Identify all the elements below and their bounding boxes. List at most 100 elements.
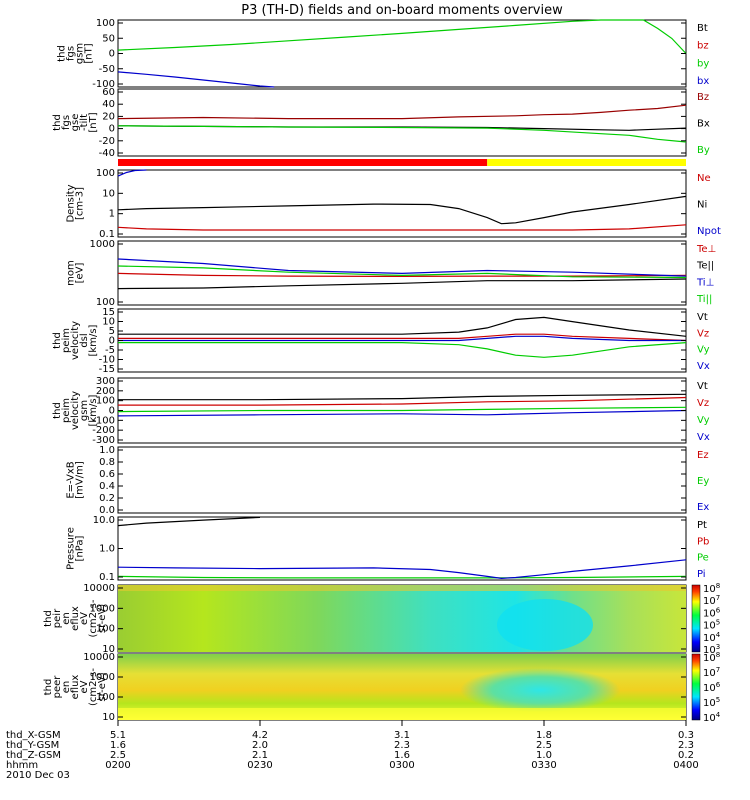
fgs_gse-legend-Bz: Bz: [697, 92, 709, 103]
pressure-legend-Pi: Pi: [697, 569, 706, 580]
fgs_gse-series-Bz: [117, 104, 687, 120]
exb-ytick-label: 0.6: [99, 469, 115, 480]
temperature-series-Ti⊥: [117, 258, 687, 277]
density-ytick-label: 0.1: [99, 229, 115, 240]
exb-ylabel-line: E=-VxB: [66, 461, 77, 498]
velocity_dsl-legend-Vy: Vy: [697, 345, 710, 356]
density-series-Ne: [117, 224, 687, 231]
exb-legend-Ey: Ey: [697, 476, 709, 487]
pressure-series-Pt: [117, 516, 261, 527]
colorbar-exponent: 3: [716, 643, 720, 651]
colorbar-exponent: 6: [716, 681, 721, 689]
exb-ytick-label: 0.4: [99, 481, 115, 492]
temperature-ylabel-line: mom: [66, 260, 77, 286]
pressure-legend-Pe: Pe: [697, 553, 709, 564]
xaxis-value: 0300: [389, 760, 414, 771]
exb-ytick-label: 1.0: [99, 445, 115, 456]
temperature-series-Te||: [117, 278, 687, 290]
fgs_gsm-ytick-label: -50: [99, 64, 115, 75]
xaxis-value: 3.1: [394, 730, 410, 741]
velocity_gsm-ytick-label: 300: [96, 376, 115, 387]
colorbar-exponent: 5: [716, 696, 720, 704]
pressure-ylabel-line: [nPa]: [75, 535, 86, 561]
elec_spec-ytick-label: 1000: [90, 672, 115, 683]
velocity_dsl-ytick-label: 10: [102, 317, 115, 328]
ion_spec-colorbar-label: 104: [703, 631, 721, 644]
elec_spec-ylabel-line: (cm2-s-: [88, 668, 99, 706]
velocity_dsl-ytick-label: -15: [99, 364, 115, 375]
fgs_gsm-legend-Bt: Bt: [697, 23, 708, 34]
fgs_gse-legend-Bx: Bx: [697, 119, 710, 130]
ion-colorbar: [691, 584, 701, 653]
fgs_gsm-ytick-label: 100: [96, 18, 115, 29]
elec_spec-colorbar-label: 104: [703, 711, 721, 724]
exb-legend-Ex: Ex: [697, 502, 709, 513]
axes-layer: 100500-50-100thdfgsgsm[nT]6040200-20-40t…: [43, 18, 686, 723]
pressure-series-Pe: [117, 575, 687, 579]
pressure-series-Pi: [117, 559, 687, 580]
velocity_gsm-legend-Vy: Vy: [697, 415, 710, 426]
temperature-ylabel-line: [eV]: [75, 263, 86, 284]
density-legend-Ne: Ne: [697, 173, 711, 184]
pressure-legend-Pb: Pb: [697, 536, 709, 547]
density-ylabel-line: Density: [66, 184, 77, 222]
elec_spec-ytick-label: 10000: [83, 652, 115, 663]
velocity_gsm-ylabel-line: [km/s]: [88, 394, 99, 426]
xaxis-value: 0330: [531, 760, 556, 771]
ion_spec-ytick-label: 100: [96, 624, 115, 635]
fgs_gse-ytick-label: 0: [109, 124, 115, 135]
ion_spec-ylabel-line: eV: [79, 612, 90, 625]
velocity_dsl-series-Vt: [118, 316, 687, 337]
colorbar-exponent: 6: [716, 606, 721, 614]
pressure-ytick-label: 0.1: [99, 572, 115, 583]
ion_spec-ytick-label: 10: [102, 644, 115, 655]
velocity_gsm-series-Vz: [118, 396, 687, 406]
series-layer: [117, 19, 687, 580]
fgs_gsm-ytick-label: 0: [109, 49, 115, 60]
density-series-Ni: [117, 195, 687, 225]
velocity_dsl-legend-Vx: Vx: [697, 361, 710, 372]
fgs_gse-ytick-label: 20: [102, 111, 115, 122]
velocity_gsm-ylabel-line: thd: [52, 402, 63, 419]
velocity_gsm-legend-Vx: Vx: [697, 432, 710, 443]
velocity_dsl-ylabel-line: peim: [61, 328, 72, 353]
xaxis-row-label: thd_X-GSM: [6, 730, 61, 741]
colorbar-exponent: 7: [716, 666, 720, 674]
exb-ytick-label: 0.2: [99, 493, 115, 504]
xaxis-value: 1.0: [536, 750, 552, 761]
velocity_dsl-ytick-label: 15: [102, 307, 115, 318]
density-ytick-label: 10: [102, 188, 115, 199]
velocity_gsm-series-Vt: [118, 393, 687, 401]
ion_spec-ylabel-line: sr-eV): [97, 604, 108, 633]
velocity_dsl-ylabel-line: velocity: [70, 321, 81, 360]
density-legend-Ni: Ni: [697, 200, 707, 211]
ion_spec-ytick-label: 1000: [90, 603, 115, 614]
colorbar-exponent: 5: [716, 619, 720, 627]
fgs_gsm-series-bx: [117, 71, 275, 88]
velocity_dsl-series-Vx: [118, 335, 686, 342]
elec_spec-ylabel-line: sr-eV): [97, 672, 108, 701]
ion-spectrogram-top-band: [118, 585, 686, 591]
fgs_gse-ytick-label: 60: [102, 87, 115, 98]
velocity_dsl-ytick-label: 0: [109, 336, 115, 347]
fgs_gsm-ytick-label: 50: [102, 33, 115, 44]
xaxis-date: 2010 Dec 03: [6, 770, 70, 781]
velocity_dsl-series-Vy: [118, 342, 687, 358]
fgs_gsm-series-by: [117, 19, 687, 54]
xaxis-row-label: thd_Z-GSM: [6, 750, 61, 761]
electron-spectrogram: [118, 654, 686, 720]
velocity_gsm-ylabel-line: velocity: [70, 391, 81, 430]
velocity_gsm-ytick-label: -200: [92, 425, 115, 436]
mode-bar-segment-1: [487, 159, 686, 166]
electron-spectrogram-core: [460, 668, 620, 712]
ion_spec-ylabel-line: peir: [52, 608, 63, 628]
fgs_gse-frame: [117, 88, 687, 157]
velocity_gsm-ylabel-line: peim: [61, 398, 72, 423]
pressure-ytick-label: 1.0: [99, 544, 115, 555]
temperature-legend-Ti||: Ti||: [696, 294, 712, 305]
velocity_gsm-legend-Vt: Vt: [697, 381, 708, 392]
ion_spec-ytick-label: 10000: [83, 583, 115, 594]
xaxis-value: 1.6: [110, 740, 126, 751]
